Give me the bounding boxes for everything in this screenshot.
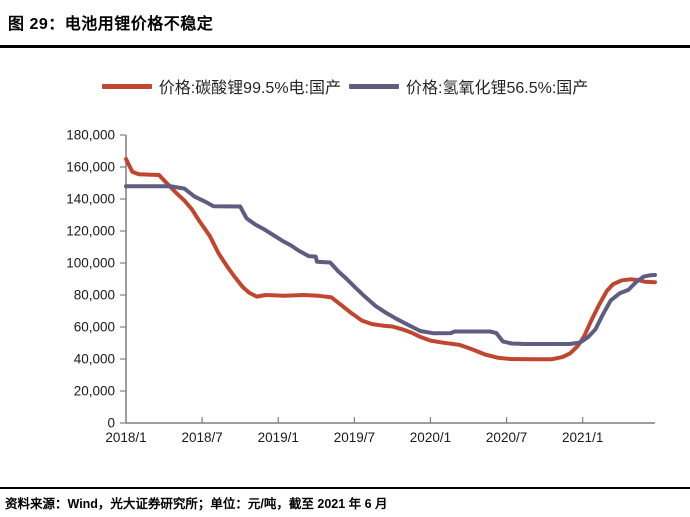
x-tick-label: 2019/1 — [258, 430, 299, 445]
legend-item-lithium-hydroxide: 价格:氢氧化锂56.5%:国产 — [349, 74, 588, 98]
y-tick-label: 100,000 — [66, 256, 115, 271]
x-tick-label: 2018/1 — [105, 430, 146, 445]
y-tick-label: 120,000 — [66, 224, 115, 239]
x-tick-label: 2020/1 — [410, 430, 451, 445]
x-tick-label: 2019/7 — [334, 430, 375, 445]
legend-label-lithium-carbonate: 价格:碳酸锂99.5%电:国产 — [158, 80, 341, 97]
title-divider — [0, 45, 690, 48]
series-line-0 — [124, 157, 657, 362]
y-tick-label: 40,000 — [74, 352, 115, 367]
y-tick-label: 140,000 — [66, 192, 115, 207]
legend-swatch-blue-line — [349, 83, 399, 89]
chart-legend: 价格:碳酸锂99.5%电:国产 价格:氢氧化锂56.5%:国产 — [0, 74, 690, 98]
y-tick-label: 180,000 — [66, 128, 115, 143]
series-line-1 — [124, 184, 657, 346]
y-tick-label: 160,000 — [66, 160, 115, 175]
legend-label-lithium-hydroxide: 价格:氢氧化锂56.5%:国产 — [406, 80, 589, 97]
y-tick-label: 60,000 — [74, 320, 115, 335]
x-tick-label: 2020/7 — [486, 430, 527, 445]
y-tick-label: 0 — [107, 416, 115, 431]
legend-swatch-red-line — [101, 83, 152, 89]
y-tick-label: 80,000 — [74, 288, 115, 303]
x-tick-label: 2018/7 — [181, 430, 222, 445]
source-note: 资料来源：Wind，光大证券研究所；单位：元/吨，截至 2021 年 6 月 — [5, 497, 388, 511]
figure-title: 图 29：电池用锂价格不稳定 — [8, 16, 214, 33]
legend-item-lithium-carbonate: 价格:碳酸锂99.5%电:国产 — [101, 74, 341, 98]
y-tick-label: 20,000 — [74, 384, 115, 399]
footer-divider — [0, 487, 690, 489]
price-line-chart: 0 20,000 40,000 60,000 80,000 100,000 120,000 1… — [66, 128, 657, 445]
x-tick-label: 2021/1 — [562, 430, 603, 445]
